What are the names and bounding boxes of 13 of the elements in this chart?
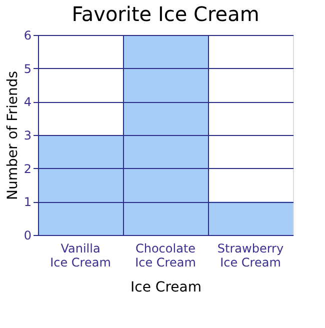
y-tick-label: 4 [24,95,32,110]
x-tick-label: Chocolate Ice Cream [135,242,196,270]
y-tick-label: 1 [24,195,32,210]
y-tick-label: 5 [24,62,32,76]
y-tick-label: 0 [24,228,32,242]
y-axis-title: Number of Friends [4,71,21,200]
x-axis-title: Ice Cream [130,280,202,296]
x-tick-label: Strawberry Ice Cream [217,242,284,270]
y-tick-label: 6 [24,28,32,42]
x-tick-label: Vanilla Ice Cream [50,242,111,270]
chart-title: Favorite Ice Cream [72,2,260,26]
y-tick-label: 2 [24,162,32,176]
y-tick-label: 3 [24,128,32,142]
